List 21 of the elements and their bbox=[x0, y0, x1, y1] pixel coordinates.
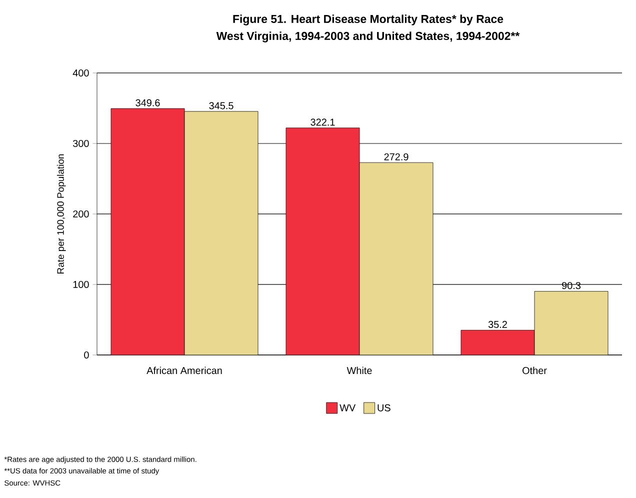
data-label: 345.5 bbox=[209, 102, 234, 110]
x-tick-label: African American bbox=[146, 366, 222, 374]
data-label: 322.1 bbox=[310, 118, 335, 126]
chart-title: Figure 51. Heart Disease Mortality Rates* by Race bbox=[233, 14, 504, 26]
x-tick-label: White bbox=[346, 366, 372, 374]
bar bbox=[110, 108, 185, 355]
data-label: 349.6 bbox=[136, 99, 160, 106]
y-axis-title: Rate per 100,000 Population bbox=[56, 154, 66, 274]
legend-label: WV bbox=[340, 404, 356, 412]
y-tick-label: 0 bbox=[84, 351, 89, 359]
y-tick-label: 100 bbox=[73, 280, 89, 288]
bar bbox=[460, 330, 535, 355]
y-tick-label: 400 bbox=[72, 69, 89, 77]
chart-subtitle: West Virginia, 1994-2003 and United States, 1994-2002** bbox=[216, 32, 520, 42]
legend-label: US bbox=[378, 404, 390, 412]
y-tick-label: 200 bbox=[73, 210, 89, 218]
data-label: 272.9 bbox=[384, 153, 408, 160]
y-tick-label: 300 bbox=[72, 140, 89, 148]
data-label: 35.2 bbox=[488, 320, 507, 328]
bar bbox=[286, 128, 360, 355]
x-tick-label: Other bbox=[522, 366, 547, 374]
